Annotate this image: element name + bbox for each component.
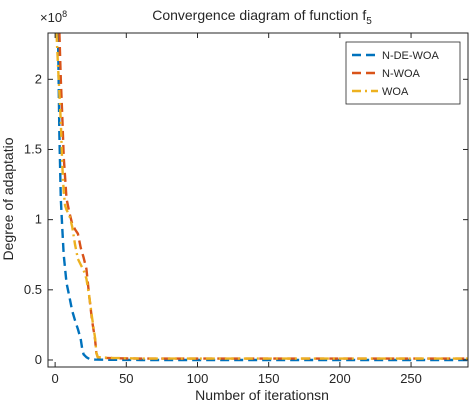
x-tick-label: 250 <box>400 371 422 386</box>
y-tick-label: 0 <box>35 352 42 367</box>
legend: N-DE-WOA N-WOA WOA <box>345 41 461 105</box>
chart-title: Convergence diagram of function f5 <box>152 7 372 27</box>
series-line-woa <box>55 32 468 360</box>
legend-label-woa: WOA <box>382 86 409 98</box>
y-axis-multiplier: ×108 <box>40 9 67 25</box>
x-tick-label: 150 <box>258 371 280 386</box>
series-line-n-woa <box>58 32 468 360</box>
y-tick-label: 0.5 <box>24 282 42 297</box>
x-axis-label: Number of iterationsn <box>195 387 329 403</box>
x-tick-label: 200 <box>329 371 351 386</box>
y-axis-label: Degree of adaptatio <box>0 137 16 260</box>
x-tick-label: 50 <box>119 371 133 386</box>
series-lines <box>55 32 468 362</box>
x-tick-label: 0 <box>52 371 59 386</box>
chart-title-subscript: 5 <box>366 16 372 27</box>
y-tick-label: 2 <box>35 71 42 86</box>
axes: 0 50 100 150 200 250 0 0.5 1 1.5 2 <box>24 32 469 386</box>
legend-box <box>345 41 461 105</box>
y-axis-multiplier-exponent: 8 <box>62 9 67 19</box>
x-tick-label: 100 <box>187 371 209 386</box>
legend-label-n-de-woa: N-DE-WOA <box>382 50 439 62</box>
y-tick-label: 1 <box>35 212 42 227</box>
axes-box <box>47 32 469 368</box>
y-tick-label: 1.5 <box>24 141 42 156</box>
series-line-n-de-woa <box>56 32 468 362</box>
legend-label-n-woa: N-WOA <box>382 68 421 80</box>
